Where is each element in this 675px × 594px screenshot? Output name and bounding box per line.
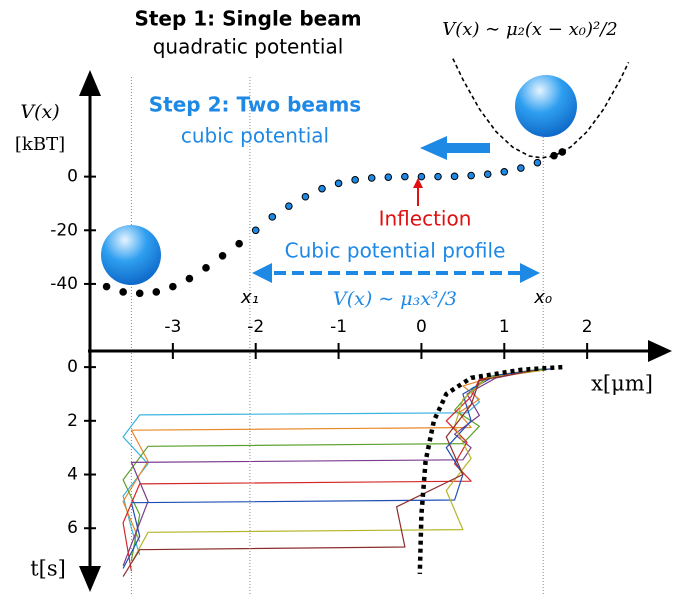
- potential-point: [318, 184, 326, 193]
- potential-point: [384, 173, 393, 181]
- potential-point: [401, 172, 409, 181]
- y-unit: [kBT]: [15, 134, 65, 155]
- reference-lines: [130, 77, 544, 594]
- trajectory: [122, 367, 555, 542]
- potential-point: [169, 282, 177, 291]
- x-label: x[μm]: [591, 372, 653, 396]
- potential-point: [152, 288, 161, 296]
- potential-point: [450, 172, 459, 181]
- potential-point: [417, 172, 426, 181]
- quadratic-curve: [452, 58, 630, 159]
- reference-label: x₀: [533, 287, 552, 308]
- potential-point: [533, 158, 542, 167]
- potential-point: [119, 288, 127, 296]
- inflection-arrowhead: [413, 178, 423, 188]
- trajectory: [122, 369, 538, 567]
- t-label: t[s]: [30, 557, 66, 581]
- trajectory: [122, 369, 546, 572]
- trajectory: [122, 369, 538, 577]
- x-tick-label: 0: [416, 317, 427, 337]
- potential-point: [251, 226, 260, 235]
- v-axis-arrow: [79, 70, 101, 96]
- potential-point: [334, 179, 343, 188]
- potential-point: [483, 170, 492, 179]
- profile-label: Cubic potential profile: [285, 239, 506, 263]
- potential-point: [500, 167, 509, 176]
- x-tick-label: -2: [247, 317, 264, 337]
- trajectory: [130, 369, 546, 564]
- y-tick-label: -40: [50, 274, 78, 294]
- t-tick-label: 6: [67, 518, 78, 538]
- potential-point: [102, 282, 111, 291]
- y-tick-label: 0: [67, 167, 78, 187]
- bead-cubic: [101, 225, 161, 285]
- potential-point: [301, 192, 310, 201]
- reference-label: x₁: [240, 287, 259, 308]
- t-tick-label: 4: [67, 465, 78, 485]
- x-tick-label: 2: [582, 317, 593, 337]
- y-tick-label: -20: [50, 220, 78, 240]
- t-tick-label: 0: [67, 357, 78, 377]
- cubic-formula: V(x) ∼ μ₃x³/3: [333, 288, 457, 310]
- move-arrow: [420, 136, 490, 160]
- step1-title: Step 1: Single beam: [134, 7, 361, 31]
- trajectory: [122, 367, 555, 569]
- y-label: V(x): [20, 101, 59, 123]
- potential-point: [367, 174, 376, 182]
- inflection-label: Inflection: [379, 207, 472, 231]
- trajectories: [122, 367, 555, 577]
- potential-point: [235, 239, 243, 248]
- mean-trajectory: [417, 364, 563, 574]
- potential-point: [351, 176, 359, 184]
- step2-title: Step 2: Two beams: [149, 93, 361, 117]
- potential-point: [218, 251, 227, 260]
- potential-point: [517, 164, 525, 172]
- x-tick-label: -1: [330, 317, 347, 337]
- bead-quadratic: [515, 75, 577, 137]
- potential-point: [185, 274, 194, 283]
- x-tick-label: 1: [499, 317, 510, 337]
- potential-point: [202, 264, 210, 272]
- t-axis-arrow: [79, 566, 101, 592]
- potential-point: [135, 289, 144, 298]
- potential-point: [285, 202, 293, 210]
- x-axis-arrow: [648, 340, 672, 362]
- step2-subtitle: cubic potential: [181, 124, 329, 148]
- t-tick-label: 2: [67, 411, 78, 431]
- potential-point: [268, 213, 277, 221]
- potential-point: [434, 172, 442, 181]
- x-tick-label: -3: [164, 317, 181, 337]
- step1-subtitle: quadratic potential: [153, 35, 344, 59]
- quadratic-formula: V(x) ∼ μ₂(x − x₀)²/2: [442, 19, 617, 40]
- potential-point: [467, 171, 475, 180]
